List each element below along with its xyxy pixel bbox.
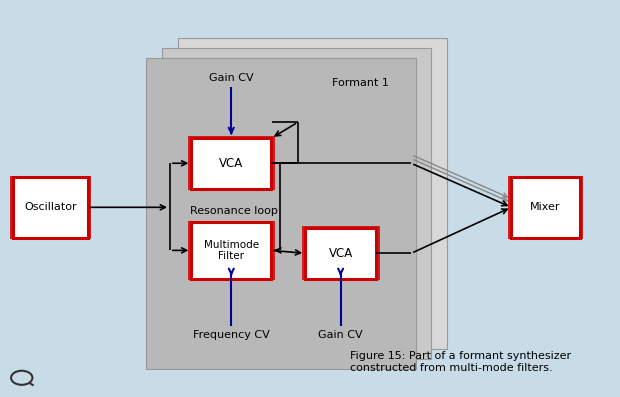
Bar: [191, 222, 272, 279]
Text: Oscillator: Oscillator: [24, 202, 77, 212]
Bar: [305, 228, 376, 279]
Bar: [10, 175, 91, 239]
Bar: [178, 38, 447, 349]
Bar: [191, 138, 272, 189]
Text: VCA: VCA: [329, 247, 353, 260]
Text: Frequency CV: Frequency CV: [193, 330, 270, 340]
Text: Resonance loop: Resonance loop: [190, 206, 278, 216]
Bar: [301, 226, 380, 280]
Bar: [508, 175, 583, 239]
Bar: [162, 48, 432, 359]
Text: Figure 15: Part of a formant synthesizer
constructed from multi-mode filters.: Figure 15: Part of a formant synthesizer…: [350, 351, 570, 373]
Bar: [14, 177, 87, 238]
Text: Formant 2: Formant 2: [348, 64, 405, 73]
Text: Gain CV: Gain CV: [318, 330, 363, 340]
Text: Formant 3: Formant 3: [364, 50, 420, 60]
Text: VCA: VCA: [219, 157, 244, 170]
Bar: [188, 221, 275, 280]
Text: Gain CV: Gain CV: [209, 73, 254, 83]
Bar: [146, 58, 416, 369]
Bar: [188, 137, 275, 190]
Text: Formant 1: Formant 1: [332, 78, 389, 88]
Text: Multimode
Filter: Multimode Filter: [204, 239, 259, 261]
Text: Mixer: Mixer: [530, 202, 560, 212]
Bar: [512, 177, 580, 238]
